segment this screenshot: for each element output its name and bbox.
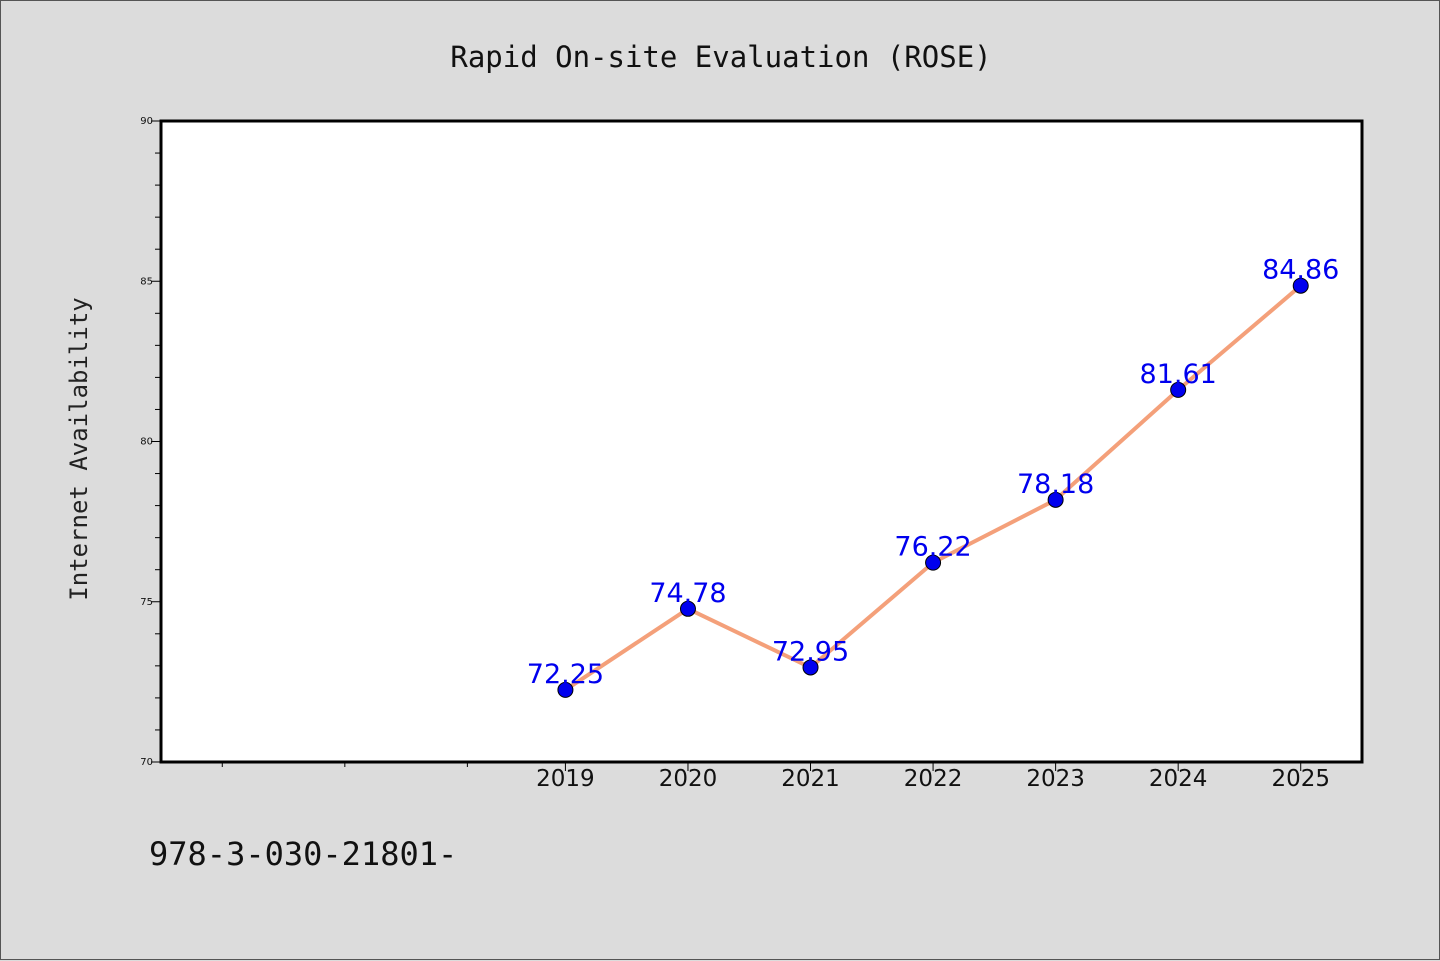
data-point-marker [925, 554, 942, 571]
data-point-label: 72.25 [527, 659, 604, 690]
data-point-label: 84.86 [1262, 255, 1339, 286]
y-tick-label: 80 [140, 437, 153, 448]
data-point-label: 74.78 [649, 578, 726, 609]
x-tick-label: 2024 [1149, 766, 1208, 792]
data-point-label: 76.22 [894, 532, 971, 563]
footnote-isbn: 978-3-030-21801- [149, 835, 457, 873]
data-labels: 72.25 74.78 72.95 76.22 78.18 81.61 84.86 [527, 255, 1340, 690]
series-markers [557, 277, 1309, 698]
x-tick-label: 2021 [781, 766, 840, 792]
data-point-label: 78.18 [1017, 469, 1094, 500]
x-tick-label: 2025 [1271, 766, 1330, 792]
plot-area [161, 121, 1362, 762]
chart-title: Rapid On-site Evaluation (ROSE) [450, 40, 991, 74]
data-point-marker [802, 659, 819, 676]
y-tick-label: 70 [140, 757, 153, 768]
data-point-label: 81.61 [1140, 359, 1217, 390]
y-tick-label: 85 [140, 276, 153, 287]
data-point-label: 72.95 [772, 636, 849, 667]
data-point-marker [679, 600, 696, 617]
data-point-marker [1292, 277, 1309, 294]
x-tick-label: 2020 [659, 766, 718, 792]
x-tick-label: 2022 [904, 766, 963, 792]
data-point-marker [1170, 381, 1187, 398]
y-tick-label: 90 [140, 116, 153, 127]
plot-frame [159, 119, 1364, 764]
y-axis-label: Internet Availability [65, 297, 93, 600]
x-tick-label: 2019 [536, 766, 595, 792]
data-point-marker [1047, 491, 1064, 508]
x-tick-label: 2023 [1026, 766, 1085, 792]
y-tick-label: 75 [140, 597, 153, 608]
data-point-marker [557, 681, 574, 698]
